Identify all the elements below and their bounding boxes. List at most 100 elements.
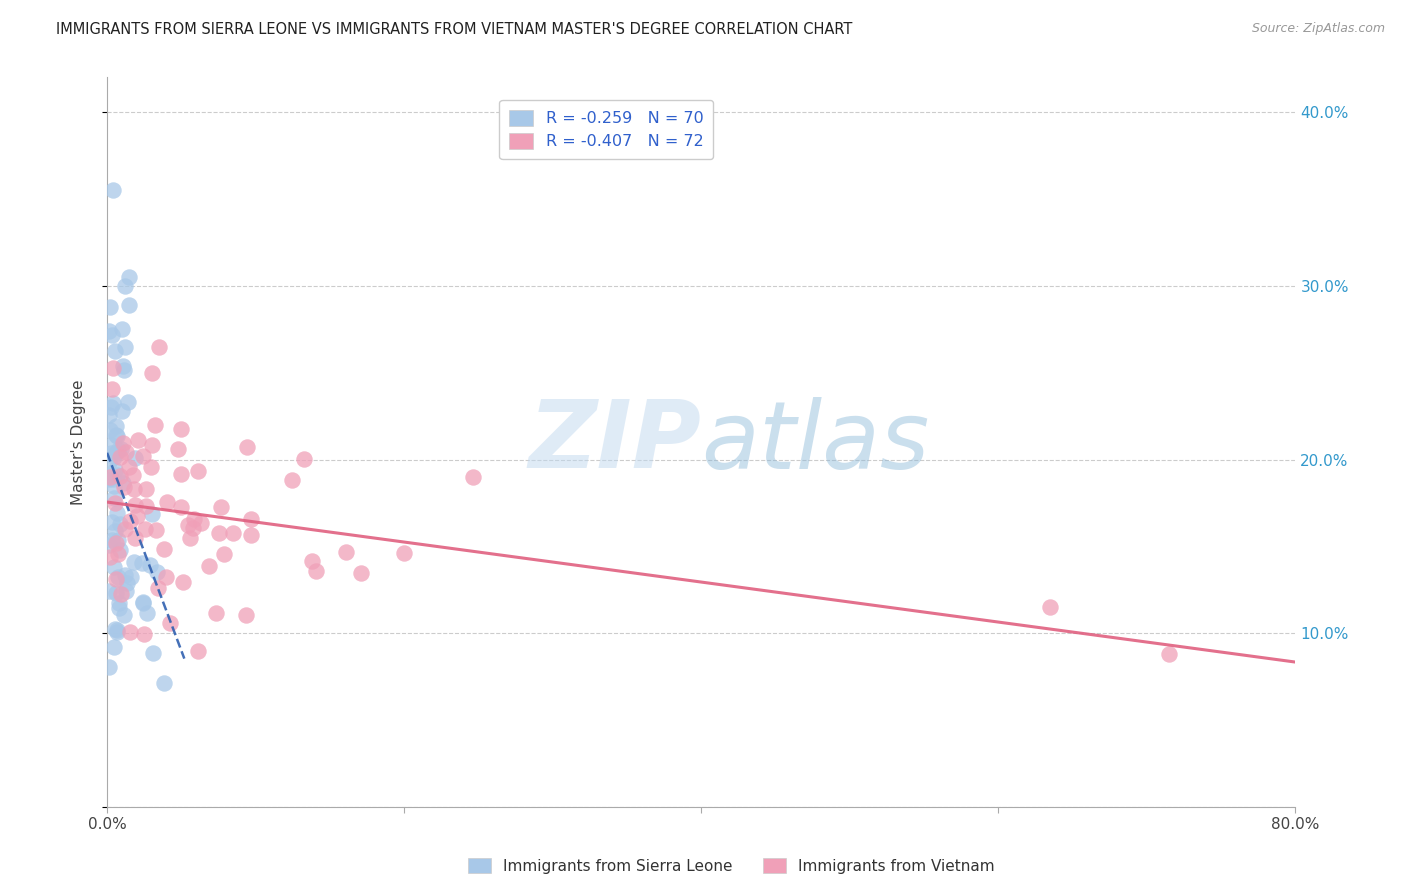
Point [141, 507, 163, 521]
Point [127, 434, 149, 448]
Text: ZIP: ZIP [529, 396, 702, 488]
Point [103, 491, 125, 506]
Point [103, 640, 125, 655]
Point [1159, 647, 1181, 661]
Point [187, 464, 209, 478]
Point [111, 322, 134, 336]
Point [235, 607, 257, 622]
Point [167, 442, 190, 456]
Point [146, 565, 169, 579]
Point [97, 325, 120, 339]
Point [183, 511, 205, 525]
Point [105, 446, 128, 460]
Point [120, 570, 142, 584]
Point [187, 644, 209, 658]
Point [114, 522, 136, 536]
Point [124, 451, 146, 466]
Point [135, 607, 157, 621]
Point [350, 566, 373, 580]
Point [110, 442, 132, 456]
Point [105, 419, 128, 434]
Point [208, 526, 231, 541]
Point [101, 396, 124, 410]
Point [135, 482, 157, 496]
Point [110, 516, 132, 531]
Point [146, 581, 169, 595]
Point [104, 463, 127, 477]
Point [104, 622, 127, 636]
Point [108, 542, 131, 557]
Point [132, 627, 155, 641]
Point [97, 455, 120, 469]
Point [205, 607, 228, 621]
Point [118, 298, 141, 312]
Point [101, 328, 124, 343]
Legend: R = -0.259   N = 70, R = -0.407   N = 72: R = -0.259 N = 70, R = -0.407 N = 72 [499, 100, 713, 159]
Point [107, 596, 129, 610]
Point [105, 427, 128, 442]
Point [169, 500, 191, 514]
Text: Source: ZipAtlas.com: Source: ZipAtlas.com [1251, 22, 1385, 36]
Point [105, 428, 128, 442]
Point [170, 422, 193, 436]
Point [117, 395, 139, 409]
Point [112, 436, 135, 450]
Point [105, 586, 128, 600]
Point [239, 512, 262, 526]
Point [1039, 600, 1062, 615]
Point [105, 573, 128, 587]
Point [148, 340, 170, 354]
Point [98, 300, 121, 314]
Point [179, 531, 201, 545]
Point [235, 440, 257, 454]
Point [110, 587, 132, 601]
Point [101, 183, 124, 197]
Point [132, 597, 155, 611]
Point [131, 594, 153, 608]
Point [111, 475, 134, 490]
Point [100, 423, 122, 437]
Point [127, 508, 149, 523]
Point [139, 558, 162, 573]
Point [100, 515, 122, 529]
Point [107, 624, 129, 639]
Point [159, 615, 181, 630]
Point [124, 499, 146, 513]
Point [107, 547, 129, 561]
Point [392, 546, 415, 560]
Point [280, 473, 302, 487]
Point [114, 340, 136, 354]
Point [115, 576, 138, 591]
Point [98, 538, 121, 552]
Point [108, 450, 131, 465]
Point [100, 400, 122, 414]
Point [124, 531, 146, 545]
Y-axis label: Master's Degree: Master's Degree [72, 379, 86, 505]
Point [101, 382, 124, 396]
Point [105, 468, 128, 483]
Point [122, 468, 145, 483]
Point [97, 408, 120, 422]
Point [114, 568, 136, 582]
Point [103, 450, 125, 464]
Point [104, 344, 127, 359]
Point [97, 472, 120, 486]
Point [120, 624, 142, 639]
Point [107, 570, 129, 584]
Point [122, 482, 145, 496]
Point [170, 467, 193, 482]
Point [143, 417, 166, 432]
Point [118, 514, 141, 528]
Point [104, 496, 127, 510]
Point [108, 600, 131, 615]
Point [101, 533, 124, 548]
Point [108, 468, 131, 483]
Point [101, 360, 124, 375]
Point [141, 438, 163, 452]
Point [103, 479, 125, 493]
Point [132, 449, 155, 463]
Point [222, 525, 245, 540]
Point [118, 459, 141, 474]
Point [107, 443, 129, 458]
Text: atlas: atlas [702, 397, 929, 488]
